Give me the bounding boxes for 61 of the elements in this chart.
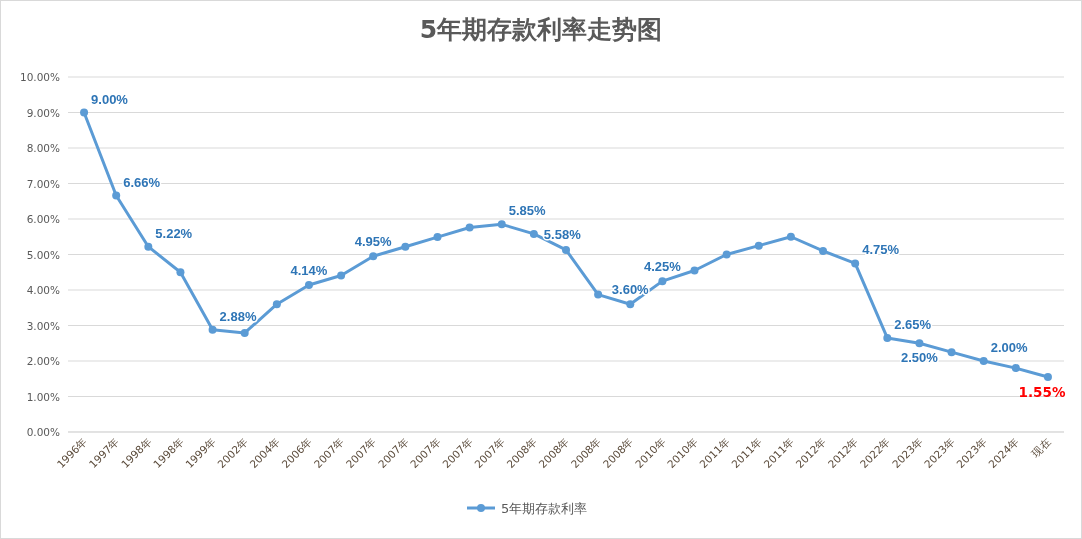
y-tick-label: 5.00%	[26, 248, 61, 261]
y-tick-label: 9.00%	[26, 106, 61, 119]
point	[658, 277, 667, 286]
point	[851, 259, 860, 268]
y-tick-label: 8.00%	[26, 142, 61, 154]
data-label: 3.60%	[611, 282, 650, 298]
title: 5年期存款利率走势图	[419, 15, 663, 44]
data-label: 9.00%	[91, 91, 129, 107]
point	[722, 250, 731, 259]
data-label: 2.65%	[894, 316, 932, 332]
data-label: 4.75%	[862, 242, 900, 258]
point	[883, 333, 892, 342]
point	[529, 229, 538, 238]
data-label: 2.88%	[219, 308, 257, 324]
x-tick-label: 现在	[1029, 434, 1054, 459]
data-label: 2.00%	[990, 340, 1028, 355]
point	[497, 220, 506, 229]
y-tick-label: 1.00%	[26, 390, 61, 403]
data-label: 6.66%	[123, 174, 161, 190]
point	[979, 357, 988, 365]
y-tick-label: 2.00%	[26, 355, 61, 367]
point	[465, 223, 474, 232]
point	[112, 191, 121, 200]
data-label: 4.95%	[354, 234, 393, 250]
point	[1043, 372, 1052, 381]
y-tick-label: 0.00%	[26, 426, 61, 438]
point	[819, 246, 828, 255]
point	[690, 266, 699, 275]
point	[626, 300, 635, 309]
point	[337, 271, 346, 280]
data-label: 5.58%	[543, 226, 582, 242]
y-tick-label: 7.00%	[26, 177, 61, 190]
legend: 5年期存款利率	[467, 501, 588, 516]
point	[272, 300, 281, 309]
y-tick-label: 10.00%	[19, 71, 61, 83]
point	[80, 108, 89, 117]
point	[401, 242, 410, 251]
y-tick-label: 6.00%	[26, 213, 61, 225]
data-label: 2.50%	[900, 350, 939, 366]
point	[208, 325, 217, 334]
point	[433, 233, 442, 242]
annotation: 1.55%	[1018, 384, 1066, 400]
point	[754, 241, 763, 250]
y-tick-label: 4.00%	[26, 284, 61, 296]
point	[947, 348, 956, 357]
point	[562, 245, 570, 254]
data-label: 4.25%	[643, 259, 682, 275]
point	[144, 242, 153, 251]
legend-label: 5年期存款利率	[501, 501, 588, 516]
point	[369, 252, 378, 261]
point	[786, 232, 795, 241]
data-label: 5.22%	[155, 225, 193, 241]
data-label: 5.85%	[508, 203, 547, 219]
point	[240, 328, 249, 337]
point	[594, 290, 603, 299]
y-tick-label: 3.00%	[26, 319, 61, 332]
point	[304, 281, 313, 290]
data-label: 4.14%	[290, 263, 328, 279]
point	[915, 339, 924, 348]
point	[1011, 364, 1020, 373]
point	[176, 268, 185, 277]
